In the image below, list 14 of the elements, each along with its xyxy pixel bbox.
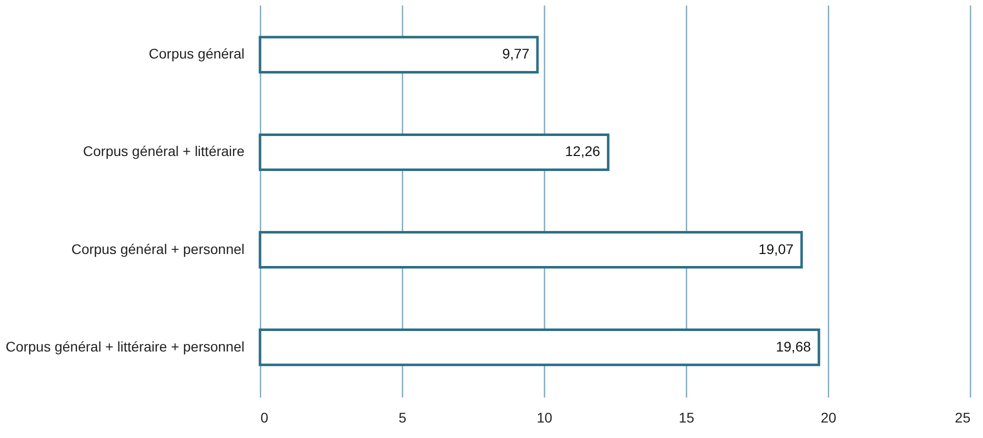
data-label: 12,26 (565, 143, 600, 160)
x-tick-label: 5 (398, 410, 407, 426)
data-label: 19,07 (758, 240, 794, 257)
data-label: 9,77 (502, 46, 530, 62)
x-tick-label: 25 (954, 410, 971, 426)
x-tick-label: 20 (820, 410, 836, 426)
y-tick-label: Corpus général + littéraire + personnel (6, 338, 244, 354)
x-tick-label: 10 (536, 410, 552, 426)
y-tick-label: Corpus général + personnel (71, 240, 244, 257)
data-label: 19,68 (776, 338, 812, 354)
x-tick-label: 15 (678, 410, 694, 426)
x-tick-label: 0 (260, 410, 268, 426)
y-tick-label: Corpus général + littéraire (83, 143, 245, 160)
y-tick-label: Corpus général (148, 46, 244, 62)
